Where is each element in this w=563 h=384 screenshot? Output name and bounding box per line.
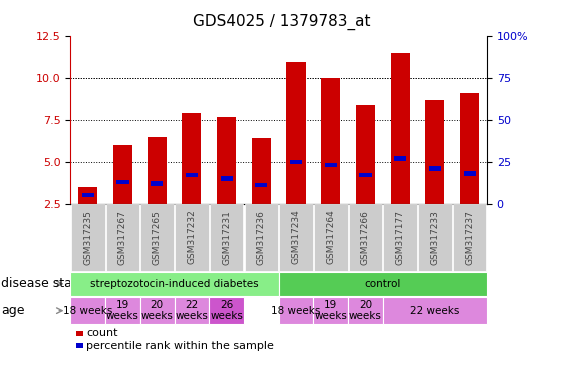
Text: disease state: disease state: [1, 277, 84, 290]
Text: percentile rank within the sample: percentile rank within the sample: [86, 341, 274, 351]
Text: 20
weeks: 20 weeks: [349, 300, 382, 321]
Text: GSM317237: GSM317237: [465, 210, 474, 265]
Bar: [356, 105, 375, 204]
Text: 26
weeks: 26 weeks: [210, 300, 243, 321]
Bar: [460, 93, 479, 204]
Text: GSM317235: GSM317235: [83, 210, 92, 265]
Text: 19
weeks: 19 weeks: [314, 300, 347, 321]
Bar: [429, 166, 441, 170]
Bar: [117, 180, 128, 184]
Text: GSM317267: GSM317267: [118, 210, 127, 265]
Text: GSM317232: GSM317232: [187, 210, 196, 265]
Bar: [255, 183, 267, 187]
Bar: [82, 193, 94, 197]
Text: GSM317264: GSM317264: [327, 210, 335, 265]
Bar: [151, 181, 163, 185]
Bar: [287, 61, 306, 204]
Text: GSM317231: GSM317231: [222, 210, 231, 265]
Bar: [290, 160, 302, 164]
Bar: [463, 171, 476, 175]
Text: 22 weeks: 22 weeks: [410, 306, 459, 316]
Bar: [113, 145, 132, 204]
Text: GSM317266: GSM317266: [361, 210, 370, 265]
Text: 18 weeks: 18 weeks: [271, 306, 321, 316]
Bar: [391, 53, 410, 204]
Bar: [321, 78, 340, 204]
Bar: [182, 113, 202, 204]
Bar: [325, 163, 337, 167]
Text: count: count: [86, 328, 118, 338]
Text: 18 weeks: 18 weeks: [63, 306, 113, 316]
Text: GSM317236: GSM317236: [257, 210, 266, 265]
Bar: [359, 173, 372, 177]
Bar: [221, 176, 233, 180]
Text: GSM317177: GSM317177: [396, 210, 405, 265]
Text: control: control: [365, 279, 401, 289]
Text: GSM317233: GSM317233: [431, 210, 439, 265]
Text: 22
weeks: 22 weeks: [176, 300, 208, 321]
Bar: [252, 138, 271, 204]
Text: streptozotocin-induced diabetes: streptozotocin-induced diabetes: [90, 279, 259, 289]
Text: GDS4025 / 1379783_at: GDS4025 / 1379783_at: [193, 13, 370, 30]
Text: 19
weeks: 19 weeks: [106, 300, 139, 321]
Bar: [186, 173, 198, 177]
Bar: [148, 137, 167, 204]
Text: 20
weeks: 20 weeks: [141, 300, 173, 321]
Bar: [78, 187, 97, 204]
Text: GSM317234: GSM317234: [292, 210, 301, 265]
Bar: [426, 100, 444, 204]
Text: age: age: [1, 304, 25, 317]
Text: GSM317265: GSM317265: [153, 210, 162, 265]
Bar: [394, 156, 406, 161]
Bar: [217, 117, 236, 204]
